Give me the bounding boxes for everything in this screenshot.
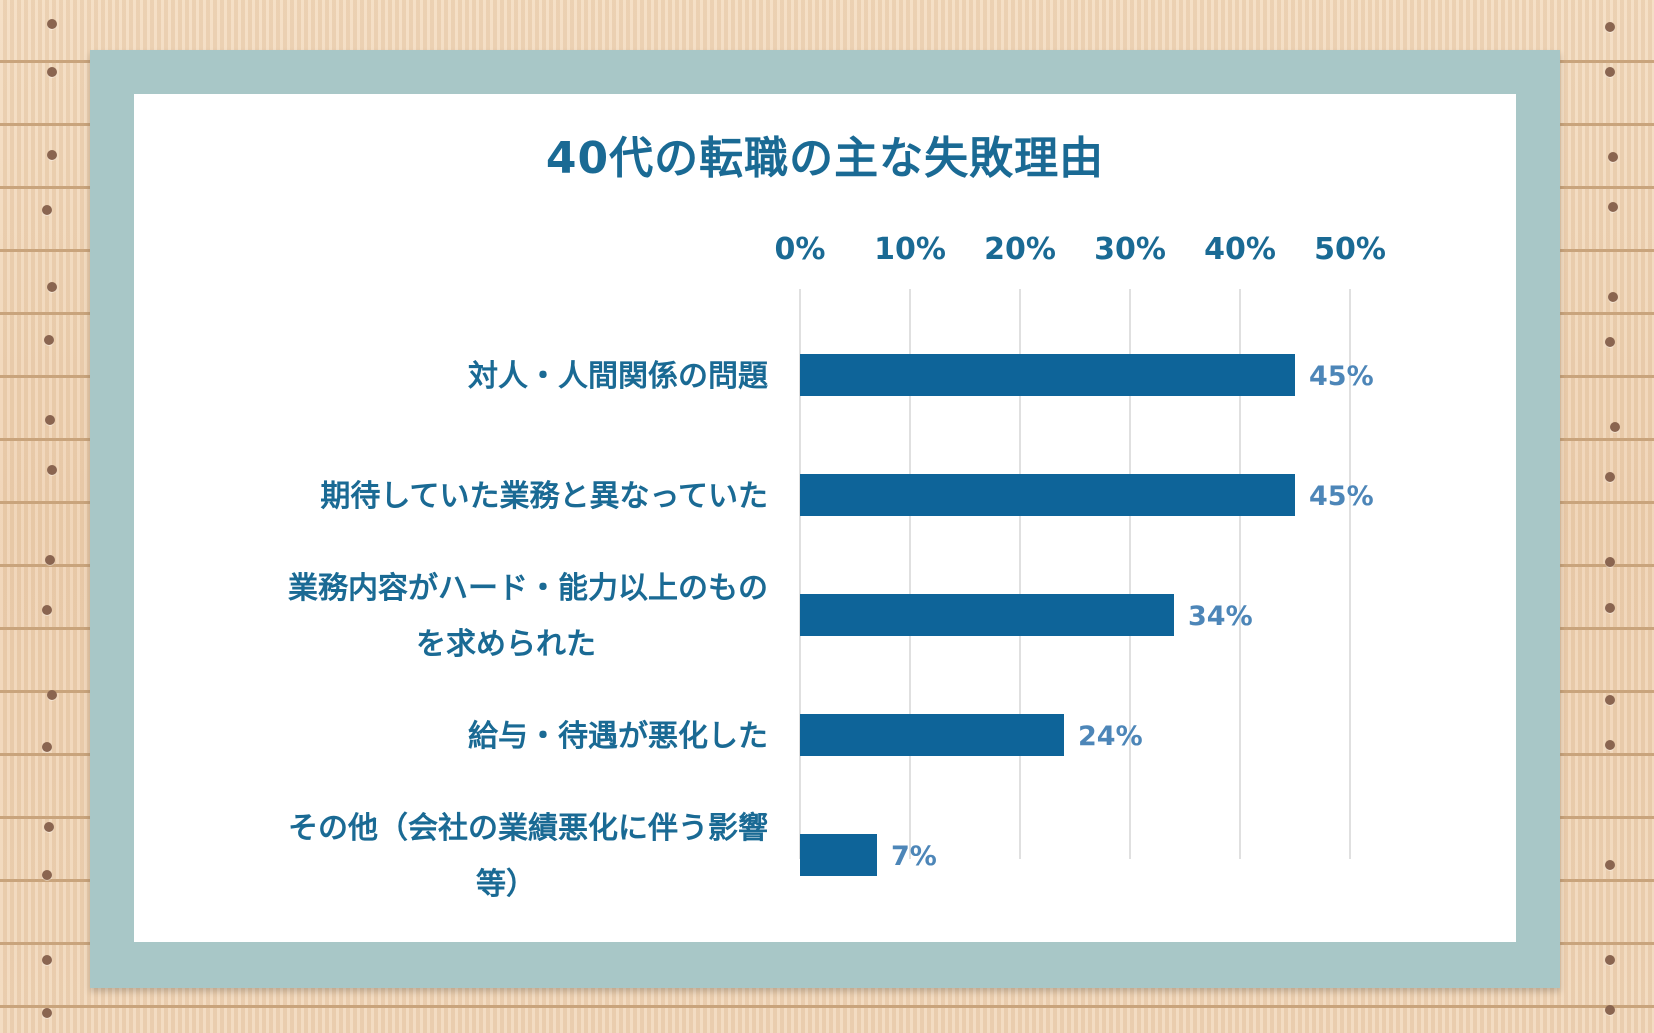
bar	[800, 474, 1295, 516]
nail	[44, 822, 54, 832]
x-tick-label: 30%	[1094, 232, 1166, 267]
nail	[1610, 422, 1620, 432]
category-label: を求められた	[416, 627, 596, 662]
nail	[47, 282, 57, 292]
nail	[1605, 472, 1615, 482]
nail	[42, 870, 52, 880]
category-label: 等）	[476, 867, 536, 902]
bar	[800, 834, 877, 876]
x-tick-label: 0%	[775, 232, 826, 267]
data-label: 7%	[891, 841, 937, 872]
nail	[47, 19, 57, 29]
nail	[47, 690, 57, 700]
nail	[1605, 740, 1615, 750]
nail	[1608, 292, 1618, 302]
nail	[45, 555, 55, 565]
category-label: 給与・待遇が悪化した	[468, 719, 768, 754]
nail	[1605, 1005, 1615, 1015]
nail	[42, 955, 52, 965]
x-tick-label: 20%	[984, 232, 1056, 267]
chart-title: 40代の転職の主な失敗理由	[545, 133, 1105, 184]
data-label: 45%	[1309, 481, 1374, 512]
category-label: その他（会社の業績悪化に伴う影響	[288, 811, 768, 846]
nail	[1605, 860, 1615, 870]
data-label: 34%	[1188, 601, 1253, 632]
bar	[800, 714, 1064, 756]
nail	[1605, 695, 1615, 705]
nail	[1605, 67, 1615, 77]
x-tick-label: 50%	[1314, 232, 1386, 267]
nail	[44, 335, 54, 345]
data-label: 24%	[1078, 721, 1143, 752]
nail	[1605, 603, 1615, 613]
nail	[47, 150, 57, 160]
x-tick-label: 10%	[874, 232, 946, 267]
nail	[1608, 152, 1618, 162]
category-label: 対人・人間関係の問題	[468, 359, 768, 394]
nail	[42, 1008, 52, 1018]
chart-frame: 40代の転職の主な失敗理由 0% 10% 20% 30% 40% 50% 45% 対人・人間関…	[90, 50, 1560, 988]
nail	[42, 205, 52, 215]
nail	[1605, 337, 1615, 347]
x-tick-label: 40%	[1204, 232, 1276, 267]
nail	[47, 465, 57, 475]
nail	[42, 742, 52, 752]
bar-chart: 0% 10% 20% 30% 40% 50% 45% 対人・人間関係の問題 45% 期待していた業…	[288, 232, 1386, 902]
bar	[800, 354, 1295, 396]
nail	[1605, 955, 1615, 965]
data-label: 45%	[1309, 361, 1374, 392]
category-label: 期待していた業務と異なっていた	[320, 479, 768, 514]
bar	[800, 594, 1174, 636]
chart-board: 40代の転職の主な失敗理由 0% 10% 20% 30% 40% 50% 45% 対人・人間関…	[134, 94, 1516, 942]
nail	[1605, 22, 1615, 32]
nail	[45, 415, 55, 425]
nail	[47, 67, 57, 77]
category-label: 業務内容がハード・能力以上のもの	[288, 571, 768, 606]
nail	[1608, 202, 1618, 212]
nail	[42, 605, 52, 615]
nail	[1605, 557, 1615, 567]
